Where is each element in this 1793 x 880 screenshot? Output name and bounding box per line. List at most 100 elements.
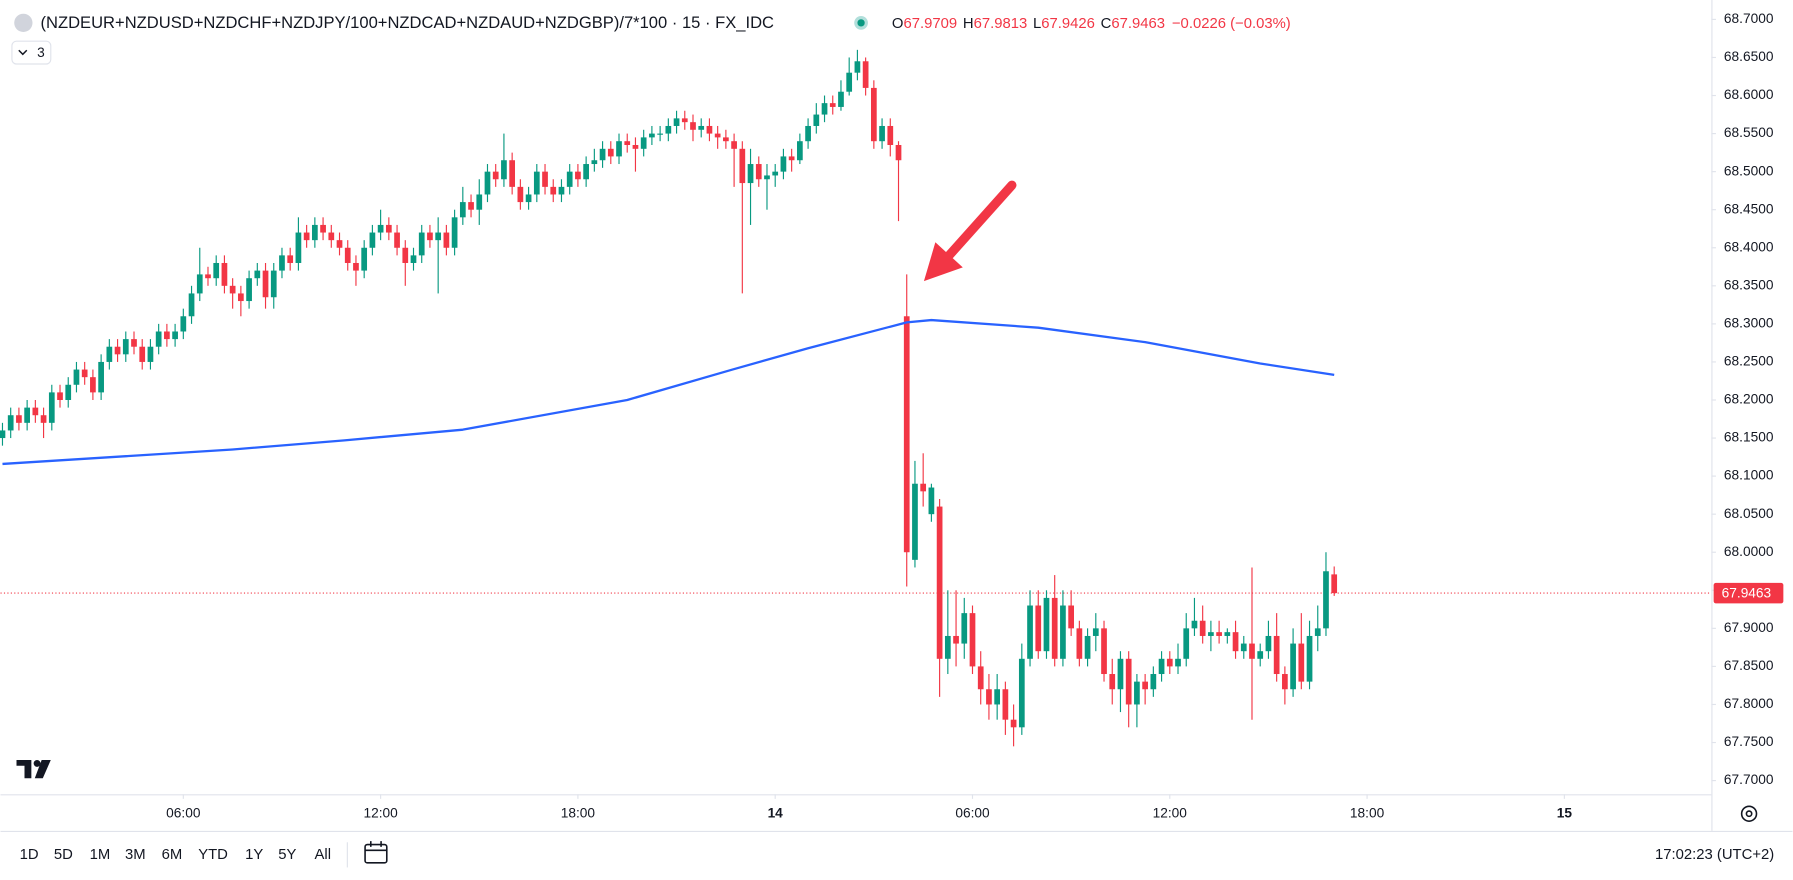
candle-body (1125, 658, 1132, 705)
range-button[interactable]: All (315, 847, 332, 863)
candle-body (164, 331, 170, 340)
candle-body (854, 61, 861, 73)
candle-body (632, 145, 639, 149)
indicator-count: 3 (37, 45, 45, 60)
arrow-shaft (939, 180, 1017, 266)
candle-body (24, 407, 30, 423)
y-tick-label: 67.8500 (1724, 658, 1774, 673)
y-tick-label: 68.6000 (1724, 87, 1774, 102)
candle-body (780, 156, 787, 172)
candle-body (394, 232, 400, 248)
candle-body (287, 255, 294, 263)
candle-body (311, 224, 318, 241)
ohlc-value: 67.9709 (903, 16, 957, 32)
candle-body (986, 689, 992, 705)
candle-body (1290, 643, 1296, 690)
candle-body (813, 114, 820, 126)
candle-body (435, 232, 442, 241)
candle-body (994, 689, 1001, 705)
candle-body (961, 613, 968, 644)
candle-body (575, 171, 581, 180)
candle-body (846, 72, 853, 92)
candle-body (1010, 719, 1017, 728)
range-button[interactable]: 1D (20, 847, 39, 863)
y-tick-label: 68.0000 (1724, 544, 1774, 559)
candle-body (714, 133, 721, 138)
candle-body (1076, 628, 1083, 659)
ohlc-value: 67.9426 (1041, 16, 1095, 32)
candle-body (887, 125, 894, 146)
candle-body (1224, 632, 1231, 636)
candle-body (1199, 620, 1206, 636)
candle-body (279, 255, 285, 271)
candle-body (336, 240, 343, 248)
candle-body (238, 293, 244, 302)
range-button[interactable]: 1Y (245, 847, 263, 863)
candle-body (1175, 658, 1181, 667)
candle-body (698, 125, 705, 130)
ohlc-legend: O67.9709 H67.9813 L67.9426 C67.9463 −0.0226 … (892, 16, 1291, 32)
candle-body (912, 483, 918, 560)
candle-body (690, 122, 696, 130)
candle-body (501, 160, 507, 180)
calendar-icon[interactable] (364, 841, 388, 864)
candle-body (246, 278, 252, 302)
candle-body (870, 87, 877, 142)
arrow-head (923, 242, 963, 282)
candle-body (32, 407, 39, 416)
candle-body (681, 118, 688, 123)
candle-body (550, 186, 557, 195)
candle-body (1035, 605, 1042, 652)
x-tick-label: 12:00 (1153, 805, 1188, 820)
range-button[interactable]: 1M (90, 847, 111, 863)
candle-body (747, 164, 754, 184)
candle-body (1051, 597, 1058, 659)
candle-body (977, 666, 984, 690)
candle-body (48, 392, 55, 423)
ohlc-letter: C (1101, 16, 1112, 32)
candle-body (196, 274, 203, 294)
candle-body (755, 164, 762, 180)
indicator-toggle[interactable] (11, 40, 52, 65)
candle-body (213, 262, 220, 279)
candle-body (122, 339, 129, 355)
clock[interactable]: 17:02:23 (UTC+2) (1655, 847, 1774, 863)
candle-body (542, 171, 548, 187)
candle-body (147, 346, 154, 362)
candle-body (172, 331, 178, 340)
candle-body (270, 270, 277, 298)
last-price-label: 67.9463 (1722, 585, 1772, 600)
range-button[interactable]: 3M (125, 847, 146, 863)
candle-body (895, 145, 902, 161)
candle-body (295, 232, 302, 263)
candle-body (344, 247, 351, 263)
candle-body (1257, 651, 1264, 659)
candle-body (1092, 628, 1099, 636)
candle-body (443, 232, 450, 248)
candle-body (723, 137, 729, 142)
candle-body (1183, 628, 1190, 659)
arrow-annotation (923, 180, 1017, 282)
range-button[interactable]: 6M (162, 847, 183, 863)
candle-body (797, 141, 803, 161)
candle-body (131, 339, 137, 347)
range-button[interactable]: 5Y (278, 847, 296, 863)
candle-body (114, 346, 121, 355)
candle-body (706, 125, 713, 134)
candle-body (106, 346, 113, 362)
candle-body (1331, 574, 1338, 594)
candle-body (1117, 658, 1124, 690)
ohlc-value: 67.9463 (1111, 16, 1165, 32)
range-button[interactable]: YTD (198, 847, 228, 863)
candle-body (1043, 597, 1050, 652)
range-button[interactable]: 5D (54, 847, 73, 863)
y-tick-label: 67.7500 (1724, 734, 1774, 749)
candle-body (221, 262, 228, 286)
candle-body (320, 224, 326, 233)
settings-icon[interactable] (1740, 805, 1758, 822)
x-tick-label: 15 (1557, 805, 1573, 820)
axes: 67.700067.750067.800067.850067.900067.95… (166, 11, 1784, 820)
y-tick-label: 67.8000 (1724, 696, 1774, 711)
y-tick-label: 68.5000 (1724, 163, 1774, 178)
